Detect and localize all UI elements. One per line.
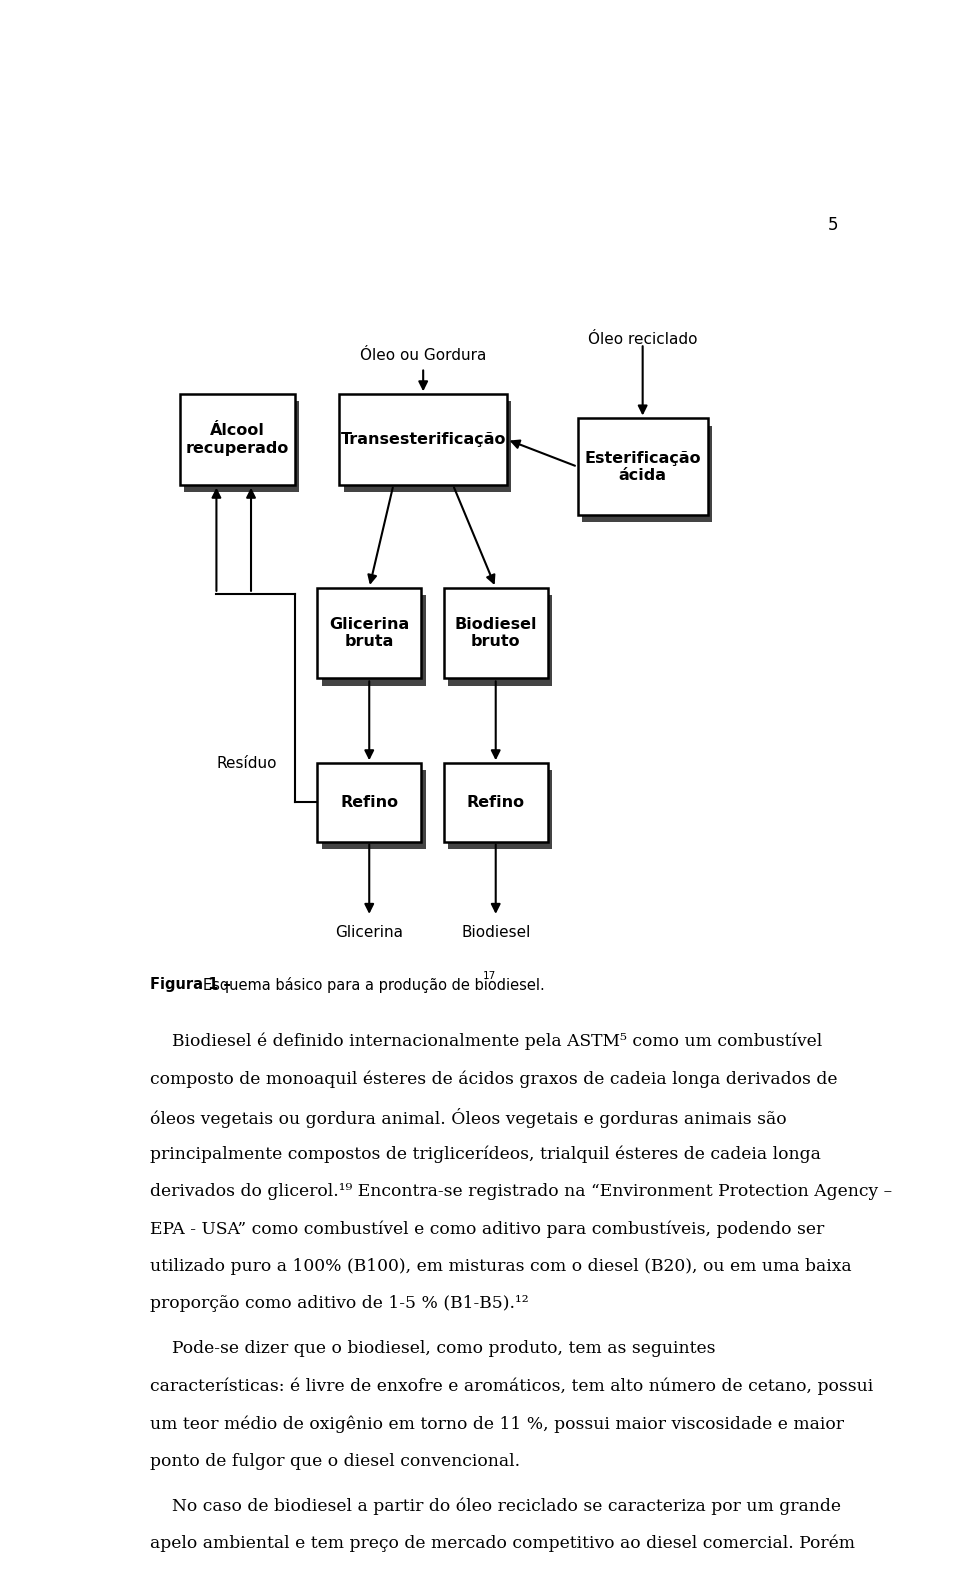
FancyBboxPatch shape (322, 595, 426, 685)
Text: um teor médio de oxigênio em torno de 11 %, possui maior viscosidade e maior: um teor médio de oxigênio em torno de 11… (150, 1415, 844, 1433)
FancyBboxPatch shape (444, 764, 548, 842)
FancyBboxPatch shape (180, 394, 295, 485)
Text: Resíduo: Resíduo (217, 756, 277, 771)
Text: Refino: Refino (467, 795, 525, 811)
Text: Esquema básico para a produção de biodiesel.: Esquema básico para a produção de biodie… (204, 977, 545, 993)
Text: Pode-se dizer que o biodiesel, como produto, tem as seguintes: Pode-se dizer que o biodiesel, como prod… (150, 1340, 715, 1357)
FancyBboxPatch shape (448, 595, 552, 685)
Text: Biodiesel é definido internacionalmente pela ASTM⁵ como um combustível: Biodiesel é definido internacionalmente … (150, 1032, 822, 1051)
Text: Álcool
recuperado: Álcool recuperado (185, 423, 289, 456)
Text: utilizado puro a 100% (B100), em misturas com o diesel (B20), ou em uma baixa: utilizado puro a 100% (B100), em mistura… (150, 1258, 852, 1276)
FancyBboxPatch shape (344, 402, 512, 492)
Text: composto de monoaquil ésteres de ácidos graxos de cadeia longa derivados de: composto de monoaquil ésteres de ácidos … (150, 1070, 837, 1087)
Text: Refino: Refino (340, 795, 398, 811)
Text: Óleo ou Gordura: Óleo ou Gordura (360, 347, 487, 363)
FancyBboxPatch shape (317, 764, 421, 842)
Text: 5: 5 (828, 215, 838, 234)
Text: Figura 1 –: Figura 1 – (150, 977, 235, 993)
Text: Glicerina
bruta: Glicerina bruta (329, 617, 409, 649)
Text: EPA - USA” como combustível e como aditivo para combustíveis, podendo ser: EPA - USA” como combustível e como aditi… (150, 1221, 824, 1238)
Text: Glicerina: Glicerina (335, 925, 403, 939)
Text: No caso de biodiesel a partir do óleo reciclado se caracteriza por um grande: No caso de biodiesel a partir do óleo re… (150, 1497, 841, 1514)
Text: Biodiesel
bruto: Biodiesel bruto (454, 617, 537, 649)
FancyBboxPatch shape (582, 426, 712, 523)
Text: Óleo reciclado: Óleo reciclado (588, 331, 698, 347)
FancyBboxPatch shape (340, 394, 507, 485)
FancyBboxPatch shape (317, 588, 421, 679)
Text: características: é livre de enxofre e aromáticos, tem alto número de cetano, pos: características: é livre de enxofre e ar… (150, 1378, 873, 1395)
FancyBboxPatch shape (322, 770, 426, 848)
FancyBboxPatch shape (578, 418, 708, 515)
Text: ponto de fulgor que o diesel convencional.: ponto de fulgor que o diesel convenciona… (150, 1453, 520, 1469)
FancyBboxPatch shape (184, 402, 300, 492)
Text: óleos vegetais ou gordura animal. Óleos vegetais e gorduras animais são: óleos vegetais ou gordura animal. Óleos … (150, 1108, 786, 1128)
Text: Esterificação
ácida: Esterificação ácida (585, 451, 701, 482)
Text: Transesterificação: Transesterificação (341, 432, 506, 448)
FancyBboxPatch shape (444, 588, 548, 679)
Text: 17: 17 (482, 971, 495, 982)
Text: principalmente compostos de triglicerídeos, trialquil ésteres de cadeia longa: principalmente compostos de trigliceríde… (150, 1145, 821, 1163)
Text: derivados do glicerol.¹⁹ Encontra-se registrado na “Environment Protection Agenc: derivados do glicerol.¹⁹ Encontra-se reg… (150, 1183, 892, 1200)
Text: proporção como aditivo de 1-5 % (B1-B5).¹²: proporção como aditivo de 1-5 % (B1-B5).… (150, 1296, 528, 1312)
Text: Biodiesel: Biodiesel (461, 925, 531, 939)
FancyBboxPatch shape (448, 770, 552, 848)
Text: apelo ambiental e tem preço de mercado competitivo ao diesel comercial. Porém: apelo ambiental e tem preço de mercado c… (150, 1535, 854, 1552)
